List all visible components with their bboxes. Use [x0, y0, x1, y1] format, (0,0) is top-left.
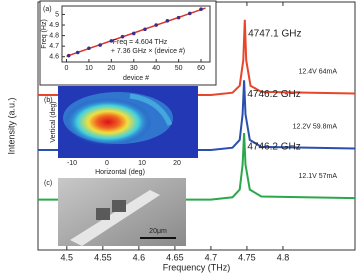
x-axis-title: Horizontal (deg) — [95, 169, 145, 176]
x-tick-label: -10 — [67, 160, 77, 167]
inset-chart: 0 10 20 30 40 50 60 4.6 4.7 4.8 4.9 5 device # Freq (… — [39, 0, 217, 86]
y-tick-label: 4.9 — [49, 22, 59, 29]
data-point — [109, 39, 114, 43]
data-point — [87, 46, 91, 51]
data-point — [131, 31, 136, 36]
x-tick-label: 20 — [173, 160, 181, 167]
data-point — [154, 23, 158, 27]
x-tick-label: 30 — [130, 65, 138, 72]
data-point — [66, 53, 71, 58]
x-tick-label: 4.65 — [166, 252, 184, 262]
peak-label: 4746.2 GHz — [247, 142, 300, 153]
x-tick-label: 4.8 — [277, 252, 290, 262]
spectrum-line — [38, 80, 356, 151]
x-tick-label: 4.55 — [94, 252, 112, 262]
condition-label: 12.4V 64mA — [298, 68, 337, 75]
x-tick-label: 0 — [65, 65, 69, 72]
x-axis-title: Frequency (THz) — [163, 262, 231, 272]
peak-label: 4746.2 GHz — [247, 89, 300, 100]
sem-panel: (c) 20μm — [44, 178, 186, 246]
condition-label: 12.2V 59.8mA — [293, 123, 338, 130]
fit-annotation: Freq = 4.604 THz — [113, 39, 168, 46]
spectrum-line — [38, 132, 356, 201]
data-point — [120, 34, 125, 39]
data-point — [75, 50, 80, 55]
sem-block — [112, 200, 126, 212]
sem-ridge — [70, 190, 160, 246]
scale-bar-label: 20μm — [149, 228, 167, 235]
panel-label: (a) — [43, 6, 52, 13]
x-tick-label: 10 — [138, 160, 146, 167]
data-point — [98, 43, 102, 47]
x-axis-title: device # — [123, 75, 149, 82]
x-tick-label: 50 — [175, 65, 183, 72]
x-tick-label: 4.6 — [133, 252, 146, 262]
panel-label: (b) — [44, 97, 53, 104]
y-tick-label: 5 — [55, 11, 59, 18]
condition-label: 12.1V 57mA — [298, 173, 337, 180]
panel-label: (c) — [44, 180, 52, 187]
peak-label: 4747.1 GHz — [248, 28, 301, 39]
y-axis-title: Vertical (deg) — [50, 101, 57, 142]
beam-profile-panel: (b) Horizontal (deg) Vertical (deg) -10 0 10 2… — [44, 86, 198, 176]
y-tick-label: 4.6 — [49, 54, 59, 61]
x-tick-label: 4.75 — [238, 252, 256, 262]
x-tick-label: 4.5 — [61, 252, 74, 262]
beam-arc — [129, 93, 173, 127]
spectrum-line — [38, 19, 356, 96]
x-tick-label: 60 — [197, 65, 205, 72]
y-axis-title: Intensity (a.u.) — [6, 97, 16, 154]
data-point — [176, 15, 181, 20]
x-tick-label: 20 — [107, 65, 115, 72]
data-point — [188, 11, 192, 16]
y-axis-title: Freq (Hz) — [41, 19, 48, 49]
beam-spot — [64, 98, 152, 146]
x-tick-label: 4.7 — [205, 252, 218, 262]
x-tick-label: 40 — [152, 65, 160, 72]
data-point — [165, 18, 170, 23]
sem-block — [96, 208, 110, 220]
y-tick-label: 4.8 — [49, 32, 59, 39]
plot-frame — [61, 5, 211, 63]
x-tick-label: 0 — [105, 160, 109, 167]
data-point — [199, 7, 203, 11]
x-tick-label: 10 — [85, 65, 93, 72]
y-tick-label: 4.7 — [49, 43, 59, 50]
data-point — [143, 27, 147, 32]
fit-annotation: + 7.36 GHz × (device #) — [111, 48, 185, 55]
